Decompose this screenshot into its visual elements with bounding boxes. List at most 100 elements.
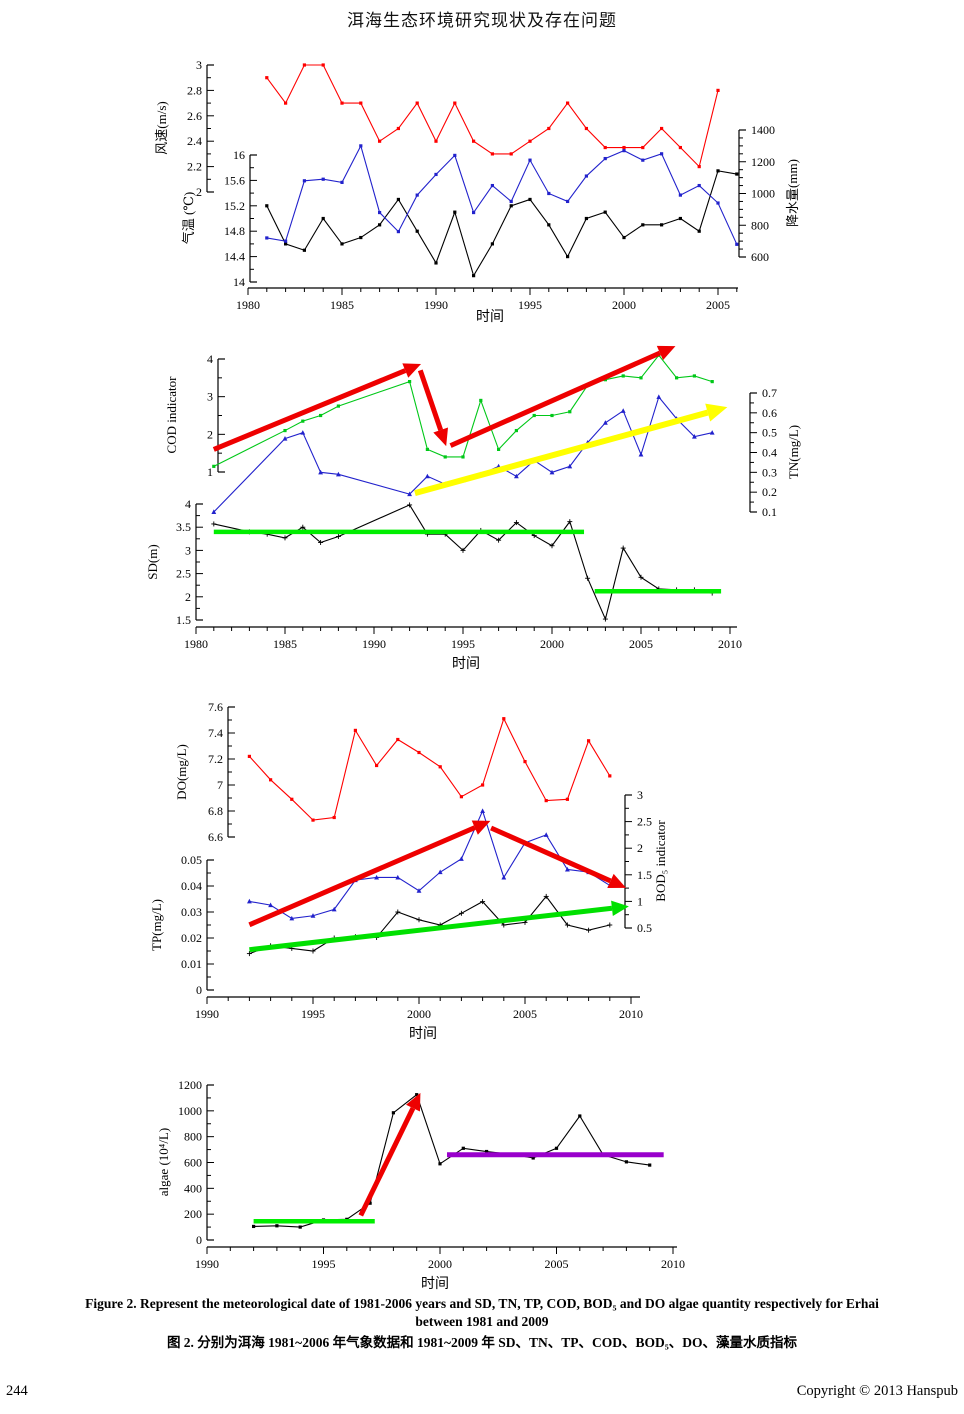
svg-text:1: 1: [637, 894, 643, 908]
page-number: 244: [6, 1383, 28, 1399]
svg-text:2005: 2005: [706, 298, 730, 312]
svg-text:7: 7: [217, 778, 223, 792]
svg-text:0.03: 0.03: [181, 905, 202, 919]
svg-text:1980: 1980: [236, 298, 260, 312]
svg-text:1995: 1995: [518, 298, 542, 312]
axis-precip: 600 800 1000 1200 1400 降水量(mm): [738, 123, 800, 264]
svg-text:4: 4: [185, 497, 191, 511]
trend-algae-rise: [358, 1092, 421, 1217]
axis-time-meteorology: 1980 1985 1990 1995 2000 2005 时间: [236, 287, 738, 325]
svg-text:400: 400: [184, 1181, 202, 1195]
svg-text:0.04: 0.04: [181, 879, 202, 893]
svg-text:1985: 1985: [330, 298, 354, 312]
svg-text:2: 2: [637, 841, 643, 855]
axis-sd: 1.5 2 2.5 3 3.5 4 SD(m): [145, 497, 203, 627]
figure-caption: Figure 2. Represent the meteorological d…: [7, 1295, 957, 1353]
paper-header-title: 洱海生态环境研究现状及存在问题: [347, 11, 617, 30]
series-sd: [211, 502, 715, 622]
svg-text:时间: 时间: [452, 656, 480, 672]
series-cod: [212, 353, 714, 468]
axis-temp: 14 14.4 14.8 15.2 15.6 16 气温 (℃): [181, 148, 257, 289]
trend-tp-rise: [249, 900, 629, 953]
svg-text:800: 800: [184, 1130, 202, 1144]
svg-text:1995: 1995: [301, 1007, 325, 1021]
svg-text:1.5: 1.5: [176, 613, 191, 627]
svg-text:BOD₅ indicator: BOD₅ indicator: [653, 820, 668, 902]
axis-time-algae: 1990 1995 2000 2005 2010 时间: [195, 1246, 685, 1292]
page-footer: 244 Copyright © 2013 Hanspub: [6, 1383, 958, 1400]
svg-text:时间: 时间: [476, 309, 504, 325]
series-do: [247, 717, 612, 822]
chart-cod-tn-sd: 1 2 3 4 COD indicator 0.1 0.2 0.3 0.4 0.5 0.6 0.7 TN…: [145, 345, 801, 672]
axis-algae: 0 200 400 600 800 1000 1200 algae (10⁴/L): [156, 1078, 214, 1247]
svg-text:6.8: 6.8: [208, 804, 223, 818]
trend-cod-rise-1: [212, 363, 422, 452]
axis-cod: 1 2 3 4 COD indicator: [164, 352, 225, 479]
svg-text:2000: 2000: [428, 1257, 452, 1271]
trend-bod-fall: [490, 825, 627, 889]
svg-text:0.3: 0.3: [762, 465, 777, 479]
svg-text:1990: 1990: [195, 1257, 219, 1271]
svg-text:时间: 时间: [409, 1026, 437, 1042]
svg-text:1990: 1990: [424, 298, 448, 312]
svg-text:0.7: 0.7: [762, 386, 777, 400]
svg-text:0.02: 0.02: [181, 931, 202, 945]
svg-text:2.6: 2.6: [187, 109, 202, 123]
axis-wind: 2 2.2 2.4 2.6 2.8 3 风速(m/s): [154, 58, 214, 199]
chart-meteorology: 22.22.42.62.83风速(m/s)1414.414.815.215.61…: [154, 58, 800, 325]
svg-text:1990: 1990: [195, 1007, 219, 1021]
svg-text:2.5: 2.5: [637, 815, 652, 829]
svg-text:1990: 1990: [362, 637, 386, 651]
svg-text:1.5: 1.5: [637, 868, 652, 882]
svg-text:600: 600: [184, 1156, 202, 1170]
svg-text:2000: 2000: [540, 637, 564, 651]
trend-cod-rise-2: [449, 345, 676, 448]
svg-text:0: 0: [196, 983, 202, 997]
axis-bod: 0.5 1 1.5 2 2.5 3 BOD₅ indicator: [624, 788, 668, 935]
trend-bod-rise: [248, 820, 491, 928]
svg-text:SD(m): SD(m): [145, 544, 160, 579]
figure-caption-en-line2: between 1981 and 2009: [415, 1314, 549, 1329]
svg-text:2010: 2010: [619, 1007, 643, 1021]
series-wind-speed: [265, 63, 720, 169]
axis-time-cod-tn-sd: 1980 1985 1990 1995 2000 2005 2010 时间: [184, 626, 742, 672]
svg-text:1995: 1995: [451, 637, 475, 651]
svg-text:3: 3: [196, 58, 202, 72]
chart-do-tp-bod: 6.6 6.8 7 7.2 7.4 7.6 DO(mg/L) 0 0.01 0.02 0.03 0.0…: [149, 700, 668, 1042]
svg-text:7.4: 7.4: [208, 726, 223, 740]
svg-text:3: 3: [185, 543, 191, 557]
axis-tp: 0 0.01 0.02 0.03 0.04 0.05 TP(mg/L): [149, 853, 214, 997]
svg-text:1200: 1200: [178, 1078, 202, 1092]
svg-text:1980: 1980: [184, 637, 208, 651]
figure-caption-en-line1: Figure 2. Represent the meteorological d…: [85, 1296, 879, 1311]
svg-text:14: 14: [233, 275, 245, 289]
series-algae: [252, 1093, 652, 1229]
svg-text:1: 1: [207, 465, 213, 479]
svg-text:2010: 2010: [718, 637, 742, 651]
svg-text:2005: 2005: [513, 1007, 537, 1021]
svg-text:7.2: 7.2: [208, 752, 223, 766]
svg-text:14.8: 14.8: [224, 224, 245, 238]
svg-text:4: 4: [207, 352, 213, 366]
svg-text:DO(mg/L): DO(mg/L): [174, 744, 189, 800]
series-tn: [211, 394, 715, 514]
svg-text:0.6: 0.6: [762, 406, 777, 420]
svg-text:2005: 2005: [545, 1257, 569, 1271]
svg-text:15.6: 15.6: [224, 173, 245, 187]
svg-text:algae (10⁴/L): algae (10⁴/L): [156, 1128, 171, 1196]
svg-text:3: 3: [207, 390, 213, 404]
svg-text:3.5: 3.5: [176, 520, 191, 534]
trend-tn-rise: [414, 403, 728, 497]
svg-text:时间: 时间: [421, 1276, 449, 1292]
series-precipitation: [265, 144, 739, 246]
svg-text:2000: 2000: [407, 1007, 431, 1021]
svg-text:2.2: 2.2: [187, 160, 202, 174]
svg-text:2000: 2000: [612, 298, 636, 312]
svg-text:2.5: 2.5: [176, 567, 191, 581]
svg-text:降水量(mm): 降水量(mm): [785, 159, 800, 227]
svg-text:0.5: 0.5: [762, 426, 777, 440]
svg-text:1200: 1200: [751, 155, 775, 169]
svg-text:1000: 1000: [751, 187, 775, 201]
svg-text:2: 2: [207, 427, 213, 441]
